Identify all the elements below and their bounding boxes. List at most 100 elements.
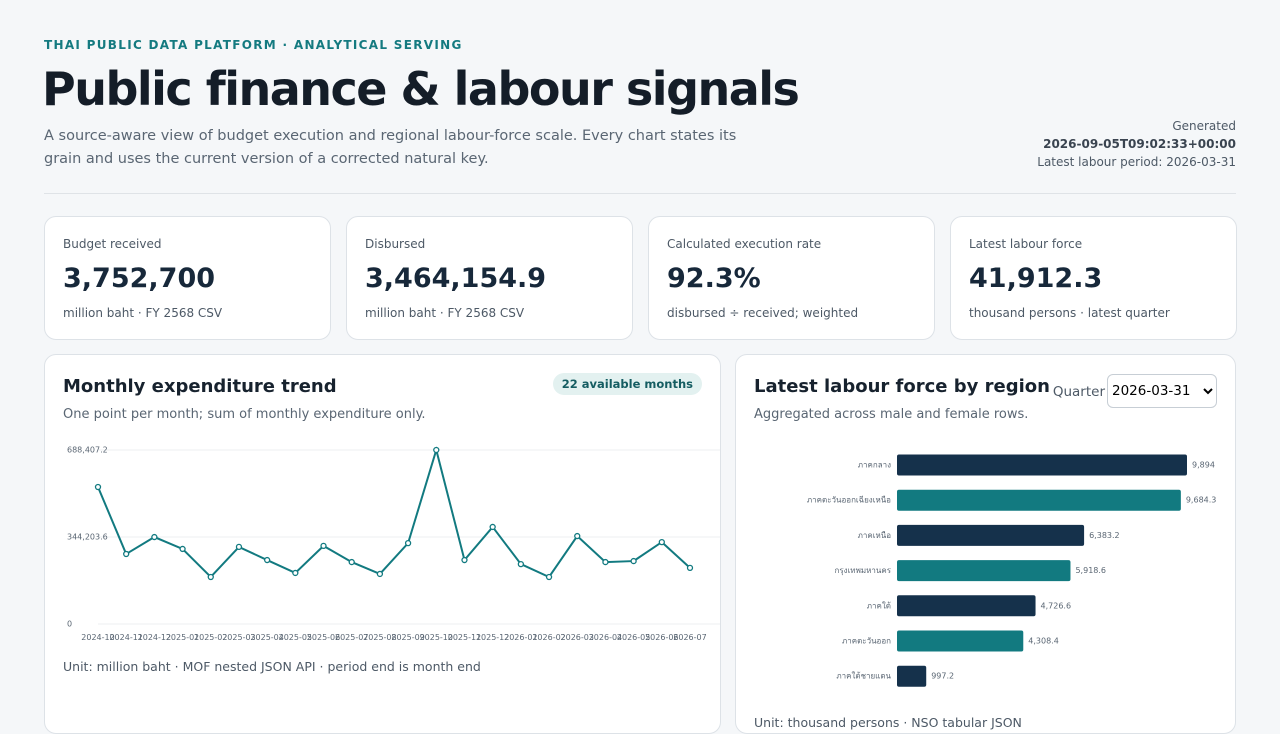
x-tick-label: 2025-02 [194, 633, 227, 642]
kpi-label: Budget received [63, 237, 162, 251]
select-label: Quarter [1052, 384, 1105, 400]
kpi-label: Disbursed [365, 237, 426, 251]
point [686, 564, 694, 572]
y-tick-label: ภาคตะวันออก [842, 637, 891, 646]
line-series [97, 446, 691, 579]
page-subtitle: A source-aware view of budget execution … [44, 128, 737, 167]
y-tick-label: ภาคใต้ [867, 601, 891, 610]
badge: 22 available months [552, 373, 702, 395]
point [263, 556, 271, 564]
kpi-label: Latest labour force [969, 237, 1083, 251]
x-tick-label: 2025-06 [307, 633, 340, 642]
bar [897, 524, 1085, 546]
point [658, 538, 665, 546]
bar [897, 595, 1036, 617]
kpi-card: Calculated execution rate 92.3% disbursed … [648, 216, 935, 340]
y-tick-label: ภาคกลาง [858, 461, 891, 470]
point [376, 570, 384, 578]
x-tick-label: 2025-01 [166, 633, 199, 642]
y-tick-label: ภาคตะวันออกเฉียงเหนือ [807, 496, 891, 505]
x-tick-label: 2025-11 [448, 633, 481, 642]
kpi-card: Disbursed 3,464,154.9 million baht · FY 25… [346, 216, 633, 340]
point [404, 539, 412, 547]
y-tick-label: 344,203.6 [67, 533, 108, 542]
value-label: 4,308.4 [1028, 637, 1059, 646]
panel-title: Monthly expenditure trend [63, 376, 337, 397]
latest-period: Latest labour period: 2026-03-31 [1037, 155, 1236, 169]
point [545, 573, 553, 581]
bar [897, 665, 927, 687]
x-tick-label: 2024-10 [81, 633, 114, 642]
kpi-value: 41,912.3 [969, 263, 1103, 294]
y-tick-label: ภาคเหนือ [858, 531, 892, 540]
kpi-value: 3,752,700 [63, 263, 216, 294]
value-label: 9,894 [1192, 461, 1215, 470]
bar [897, 630, 1024, 652]
x-tick-label: 2025-05 [279, 633, 312, 642]
value-label: 6,383.2 [1089, 531, 1120, 540]
generated-at: 2026-09-05T09:02:33+00:00 [1043, 137, 1236, 151]
kpi-card: Budget received 3,752,700 million baht · F… [44, 216, 331, 340]
kpi-note: disbursed ÷ received; weighted [667, 306, 859, 320]
kpi-card: Latest labour force 41,912.3 thousand pers… [950, 216, 1237, 340]
x-tick-label: 2026-04 [589, 633, 622, 642]
value-label: 4,726.6 [1041, 601, 1072, 610]
expenditure-panel: Monthly expenditure trend 22 available m… [44, 354, 721, 734]
eyebrow: THAI PUBLIC DATA PLATFORM · ANALYTICAL S… [44, 38, 463, 52]
x-tick-label: 2026-07 [673, 633, 706, 642]
x-tick-label: 2025-10 [420, 633, 453, 642]
labour-panel: Latest labour force by region Quarter 20… [735, 354, 1236, 734]
x-tick-label: 2024-12 [138, 633, 171, 642]
meta: Generated 2026-09-05T09:02:33+00:00 Late… [1037, 117, 1236, 171]
point [574, 532, 581, 540]
x-tick-label: 2026-02 [532, 633, 565, 642]
panel-footnote: Unit: million baht · MOF nested JSON API… [63, 659, 481, 674]
y-tick-label: 0 [67, 620, 72, 629]
point [630, 557, 637, 565]
point [461, 556, 468, 564]
point [292, 569, 299, 577]
point [179, 545, 186, 553]
panel-subtitle: Aggregated across male and female rows. [754, 407, 1029, 422]
point [94, 483, 102, 491]
x-tick-label: 2026-01 [504, 633, 537, 642]
bar [897, 489, 1181, 511]
y-tick-label: 688,407.2 [67, 446, 108, 455]
x-tick-label: 2026-06 [645, 633, 678, 642]
kpi-note: million baht · FY 2568 CSV [63, 306, 223, 320]
y-tick-label: ภาคใต้ชายแดน [836, 672, 891, 681]
generated-label: Generated [1172, 119, 1236, 133]
point [151, 533, 158, 541]
kpi-note: million baht · FY 2568 CSV [365, 306, 525, 320]
point [320, 542, 327, 550]
point [348, 558, 355, 566]
y-tick-label: กรุงเทพมหานคร [835, 566, 892, 575]
point [207, 573, 214, 581]
point [123, 550, 130, 558]
x-tick-label: 2025-03 [222, 633, 255, 642]
divider [44, 193, 1236, 194]
panel-title: Latest labour force by region [754, 376, 1050, 397]
point [235, 543, 243, 551]
point [602, 558, 609, 566]
x-tick-label: 2026-03 [561, 633, 594, 642]
x-tick-label: 2025-07 [335, 633, 368, 642]
kpi-value: 92.3% [667, 263, 761, 294]
page-title: Public finance & labour signals [42, 62, 800, 116]
point [517, 560, 525, 568]
bar [897, 560, 1071, 582]
kpi-label: Calculated execution rate [667, 237, 822, 251]
x-tick-label: 2025-09 [391, 633, 424, 642]
bar-chart: ภาคกลาง 9,894 ภาคตะวันออกเฉียงเหนือ 9,684.3… [807, 454, 1217, 687]
x-tick-label: 2024-11 [109, 633, 142, 642]
x-tick-label: 2026-05 [617, 633, 650, 642]
panel-footnote: Unit: thousand persons · NSO tabular JSO… [754, 715, 1022, 730]
bar [897, 454, 1187, 476]
point [433, 446, 440, 454]
x-tick-label: 2025-12 [476, 633, 509, 642]
kpi-value: 3,464,154.9 [365, 263, 547, 294]
panel-subtitle: One point per month; sum of monthly expe… [63, 407, 426, 422]
quarter-select[interactable]: 2026-03-31 [1107, 374, 1217, 408]
value-label: 9,684.3 [1186, 496, 1217, 505]
